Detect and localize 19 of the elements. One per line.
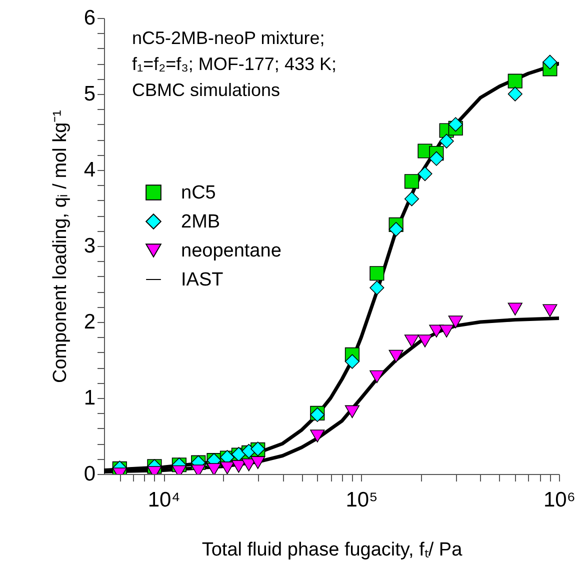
annotation: CBMC simulations — [132, 80, 280, 100]
y-axis-title: Component loading, qᵢ / mol kg⁻¹ — [50, 110, 71, 384]
legend-label: neopentane — [181, 240, 282, 262]
y-tick-label: 2 — [84, 310, 96, 334]
y-tick-label: 6 — [84, 6, 96, 30]
legend-label: nC5 — [181, 182, 216, 204]
x-tick-label: 10⁵ — [346, 488, 378, 512]
y-tick-label: 5 — [84, 82, 96, 106]
x-axis-title: Total fluid phase fugacity, fₜ/ Pa — [202, 540, 463, 560]
y-tick-label: 0 — [84, 462, 96, 486]
legend-label: IAST — [181, 270, 224, 290]
legend-label: 2MB — [181, 212, 220, 232]
annotation: nC5-2MB-neoP mixture; — [132, 28, 325, 48]
y-tick-label: 1 — [84, 386, 96, 410]
x-tick-label: 10⁶ — [543, 488, 576, 512]
x-tick-label: 10⁴ — [148, 488, 180, 512]
annotation: f₁=f₂=f₃; MOF-177; 433 K; — [132, 54, 336, 74]
y-tick-label: 4 — [84, 158, 96, 182]
y-tick-label: 3 — [84, 234, 96, 258]
